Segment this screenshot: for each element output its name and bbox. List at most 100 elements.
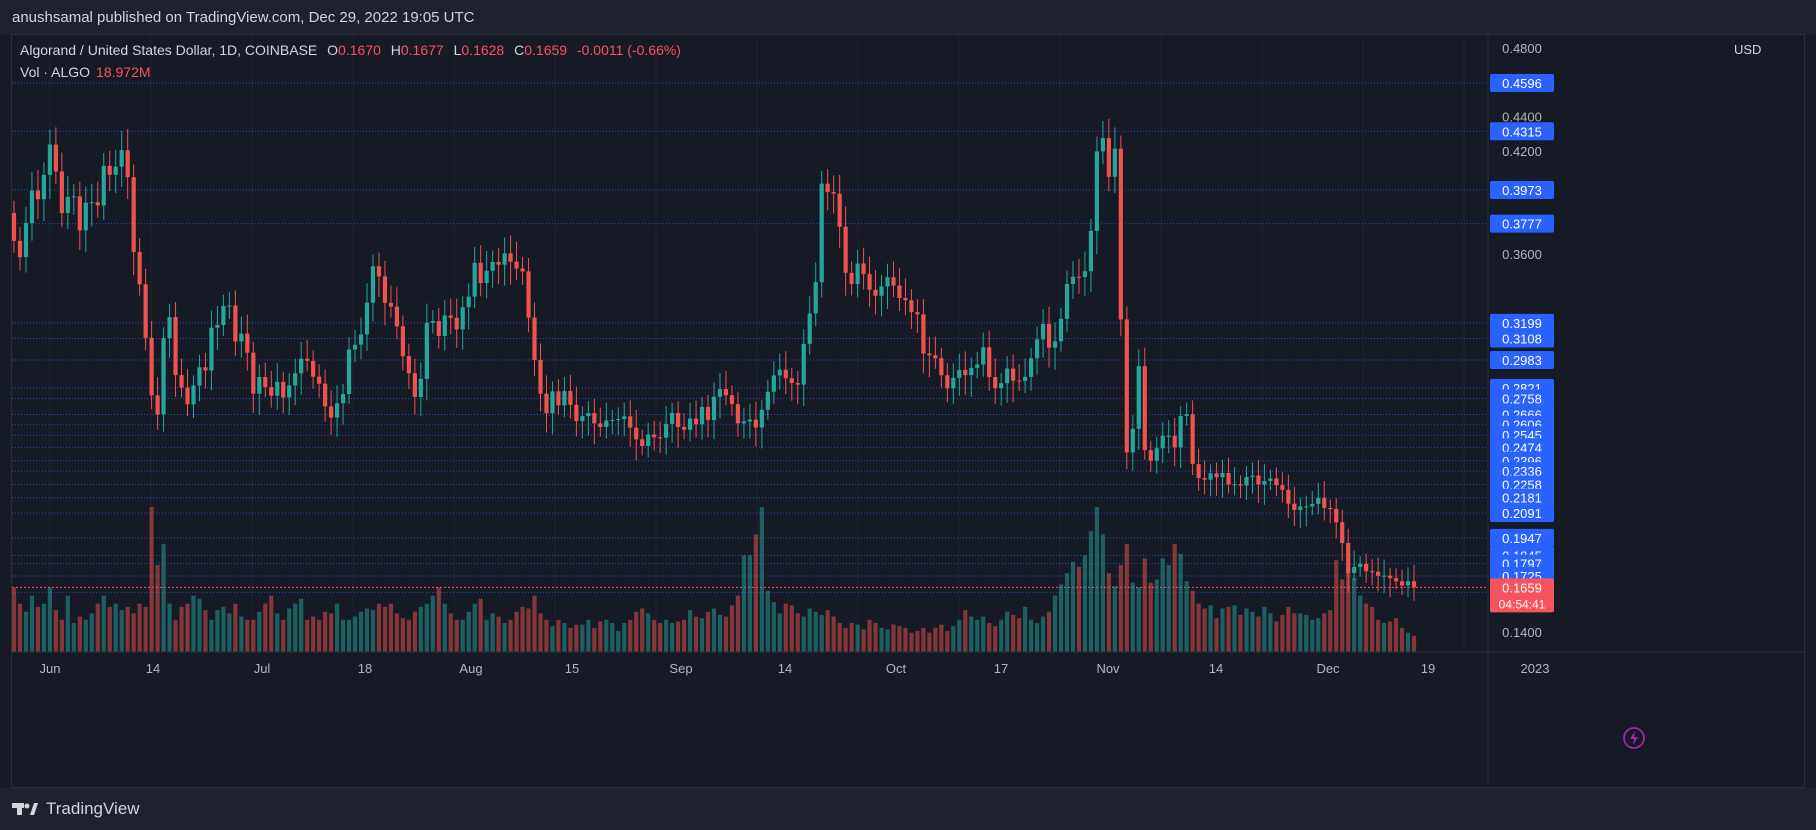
candle-body xyxy=(861,263,866,275)
level-label: 0.2336 xyxy=(1502,464,1542,479)
volume-bar xyxy=(550,626,555,652)
volume-bar xyxy=(532,595,537,652)
volume-bar xyxy=(1340,579,1345,652)
open-value: 0.1670 xyxy=(338,42,381,58)
volume-bar xyxy=(287,608,292,652)
close-label: C xyxy=(514,42,525,58)
level-label-bg xyxy=(1490,122,1554,141)
volume-bar xyxy=(658,623,663,652)
volume-bar xyxy=(334,603,340,652)
candle-body xyxy=(65,196,70,214)
candle-body xyxy=(340,394,346,404)
high-value: 0.1677 xyxy=(400,42,444,58)
candle-body xyxy=(891,277,896,286)
candle-body xyxy=(574,404,579,422)
volume-bar xyxy=(119,610,124,652)
volume-bar xyxy=(490,613,495,652)
candle-body xyxy=(1214,473,1219,478)
volume-bar xyxy=(622,623,627,652)
volume-bar xyxy=(1094,507,1099,652)
candle-body xyxy=(281,381,286,398)
x-tick-label: 2023 xyxy=(1521,661,1550,676)
volume-bar xyxy=(1112,585,1117,652)
volume-bar xyxy=(107,606,112,652)
candle-body xyxy=(1310,503,1315,507)
candle-body xyxy=(1178,415,1183,448)
volume-bar xyxy=(299,598,304,652)
volume-bar xyxy=(1292,613,1297,652)
volume-bar xyxy=(1052,595,1058,652)
volume-bar xyxy=(179,606,184,652)
candle-body xyxy=(1292,503,1297,510)
volume-bar xyxy=(556,619,561,652)
volume-bar xyxy=(472,603,477,652)
candle-body xyxy=(1088,230,1094,272)
level-label: 0.2091 xyxy=(1502,506,1542,521)
candle-body xyxy=(287,385,292,398)
candle-body xyxy=(1399,581,1405,586)
volume-bar xyxy=(963,610,968,652)
candle-body xyxy=(125,150,130,178)
volume-bar xyxy=(1250,611,1255,652)
volume-bar xyxy=(676,621,681,652)
volume-bar xyxy=(1011,614,1016,652)
volume-bar xyxy=(269,595,274,652)
candle-body xyxy=(508,253,513,262)
volume-bar xyxy=(538,613,543,652)
candle-body xyxy=(1160,435,1165,449)
candle-body xyxy=(640,439,645,447)
candle-body xyxy=(741,421,747,424)
volume-bar xyxy=(1058,584,1064,652)
candle-body xyxy=(113,166,118,175)
volume-bar xyxy=(1298,613,1303,652)
chart-frame[interactable]: 0.4596 0.4315 0.3973 0.3777 0.3199 0.3108 0.29… xyxy=(11,34,1805,788)
volume-bar xyxy=(783,603,788,652)
volume-bar xyxy=(1381,623,1387,652)
candle-body xyxy=(1393,578,1399,582)
volume-bar xyxy=(1256,616,1261,652)
volume-bar xyxy=(1100,534,1105,652)
volume-bar xyxy=(1196,603,1201,652)
volume-bar xyxy=(1244,608,1249,652)
candle-body xyxy=(777,369,782,376)
candle-body xyxy=(1280,485,1285,490)
candle-body xyxy=(478,262,483,284)
candle-body xyxy=(1196,464,1201,478)
candle-body xyxy=(1238,484,1243,486)
volume-bar xyxy=(1040,616,1046,652)
x-tick-label: Sep xyxy=(669,661,692,676)
volume-bar xyxy=(735,595,741,652)
volume-bar xyxy=(819,614,824,652)
candle-body xyxy=(975,364,980,368)
candle-body xyxy=(556,391,561,406)
volume-bar xyxy=(263,603,268,652)
volume-bar xyxy=(478,598,483,652)
volume-bar xyxy=(717,614,723,652)
volume-bar xyxy=(364,608,370,652)
tradingview-logo[interactable]: TradingView xyxy=(12,799,140,819)
x-tick-label: Dec xyxy=(1316,661,1340,676)
candle-body xyxy=(424,322,429,379)
volume-bar xyxy=(1393,618,1399,652)
volume-bar xyxy=(502,623,507,652)
volume-bar xyxy=(1387,621,1393,652)
volume-bar xyxy=(29,595,35,652)
volume-bar xyxy=(891,624,896,652)
candle-body xyxy=(1316,497,1321,504)
volume-bar xyxy=(305,619,310,652)
candle-body xyxy=(1370,571,1375,573)
volume-bar xyxy=(897,626,902,652)
candle-body xyxy=(161,338,166,415)
flash-icon[interactable] xyxy=(1622,726,1646,750)
volume-bar xyxy=(53,610,58,652)
candle-body xyxy=(981,347,986,365)
volume-bar xyxy=(1238,614,1243,652)
candle-body xyxy=(346,349,352,395)
x-tick-label: 14 xyxy=(146,661,160,676)
volume-bar xyxy=(765,590,770,652)
volume-bar xyxy=(209,619,214,652)
currency-label[interactable]: USD xyxy=(1734,42,1762,57)
volume-bar xyxy=(1328,610,1333,652)
candle-body xyxy=(191,385,196,405)
